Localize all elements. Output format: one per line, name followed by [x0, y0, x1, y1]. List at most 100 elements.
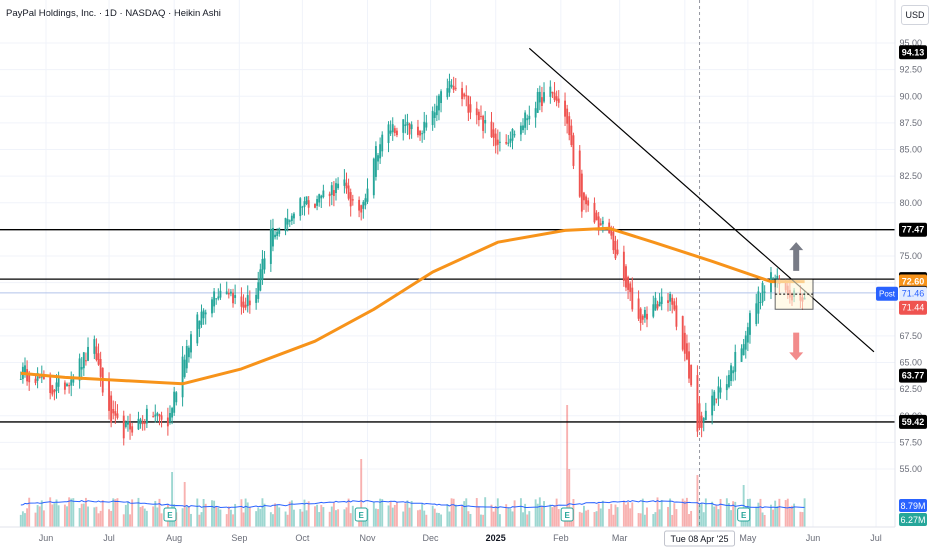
volume-bar — [421, 503, 424, 527]
volume-bar — [116, 498, 119, 527]
candle-body — [656, 304, 659, 309]
candle-body — [387, 124, 390, 144]
candle-body — [419, 130, 421, 136]
earnings-icon[interactable] — [354, 507, 368, 522]
volume-bar — [725, 498, 728, 527]
candle-body — [318, 194, 321, 203]
candle-body — [660, 296, 663, 305]
projection-box[interactable] — [774, 278, 814, 310]
volume-bar — [784, 500, 787, 527]
candle-body — [715, 398, 718, 400]
candle-body — [404, 124, 407, 127]
volume-bar — [330, 506, 333, 527]
volume-bar — [307, 501, 310, 527]
candle-body — [610, 227, 613, 236]
candle-body — [328, 193, 331, 197]
volume-bar — [248, 506, 251, 527]
candle-body — [278, 228, 281, 234]
volume-bar — [715, 504, 718, 527]
volume-bar — [540, 505, 543, 527]
candle-body — [480, 115, 482, 117]
candle-body — [337, 183, 340, 189]
volume-bar — [335, 510, 337, 527]
candle-body — [757, 291, 760, 314]
volume-bar — [19, 514, 22, 527]
candle-body — [690, 364, 693, 386]
candle-body — [349, 192, 352, 207]
candle-body — [316, 199, 319, 206]
volume-bar — [660, 499, 663, 527]
time-tick-label: Jul — [103, 533, 115, 543]
candle-body — [614, 240, 617, 259]
bid-price-label: 71.44 — [902, 303, 925, 313]
volume-value-bg — [899, 513, 927, 526]
candle-body — [433, 112, 436, 118]
candle-body — [108, 380, 110, 411]
candle-body — [599, 223, 602, 226]
volume-bar — [719, 498, 722, 527]
candle-body — [631, 287, 634, 310]
volume-bar — [803, 498, 806, 527]
earnings-icon[interactable] — [560, 507, 574, 522]
volume-bar — [404, 503, 407, 527]
volume-bar — [137, 497, 140, 527]
volume-bar — [452, 498, 455, 527]
candle-body — [734, 351, 737, 372]
price-tick-label: 95.00 — [899, 38, 922, 48]
currency-button[interactable]: USD — [901, 5, 929, 25]
volume-bar — [700, 503, 703, 527]
candle-body — [263, 258, 266, 270]
candle-body — [612, 231, 615, 251]
candle-body — [143, 422, 146, 424]
volume-bar — [389, 501, 392, 527]
candle-body — [53, 389, 56, 393]
volume-bar — [639, 513, 642, 527]
volume-bar — [469, 513, 472, 527]
candle-body — [160, 415, 163, 420]
candle-body — [622, 251, 625, 281]
candle-body — [393, 128, 396, 134]
candles — [19, 73, 806, 446]
candle-body — [749, 313, 751, 335]
candle-body — [242, 301, 245, 308]
up-arrow-icon — [789, 242, 804, 271]
volume-bar — [685, 497, 688, 527]
volume-bar — [229, 509, 232, 527]
candle-body — [696, 375, 699, 432]
volume-bar — [190, 513, 192, 527]
candle-body — [625, 266, 627, 288]
candle-body — [68, 384, 71, 387]
earnings-icon[interactable] — [163, 507, 177, 522]
candle-body — [139, 419, 142, 425]
volume-bar — [272, 514, 274, 527]
candle-body — [391, 124, 394, 133]
volume-bar — [763, 514, 766, 527]
candle-body — [38, 376, 41, 379]
candle-body — [301, 206, 304, 208]
candle-body — [36, 372, 39, 381]
candle-body — [19, 378, 22, 380]
volume-bar — [78, 508, 81, 527]
candle-body — [402, 119, 405, 133]
candle-body — [698, 403, 701, 429]
support-price-label: 59.42 — [902, 417, 925, 427]
trendline[interactable] — [528, 47, 875, 353]
candle-body — [232, 292, 234, 304]
candle-body — [293, 213, 295, 219]
down-arrow-icon — [789, 332, 804, 361]
candle-body — [255, 294, 258, 303]
volume-bar — [608, 508, 611, 527]
volume-bar — [555, 498, 558, 527]
volume-bar — [122, 514, 125, 527]
volume-bar — [108, 509, 110, 527]
candle-body — [761, 283, 764, 303]
volume-bar — [328, 511, 331, 527]
time-tick-label: Jun — [39, 533, 54, 543]
volume-bar — [622, 500, 625, 527]
candle-body — [112, 409, 115, 414]
volume-bar — [374, 508, 377, 527]
volume-bar — [156, 507, 159, 527]
earnings-icon[interactable] — [737, 507, 751, 522]
volume-bar — [482, 514, 485, 527]
